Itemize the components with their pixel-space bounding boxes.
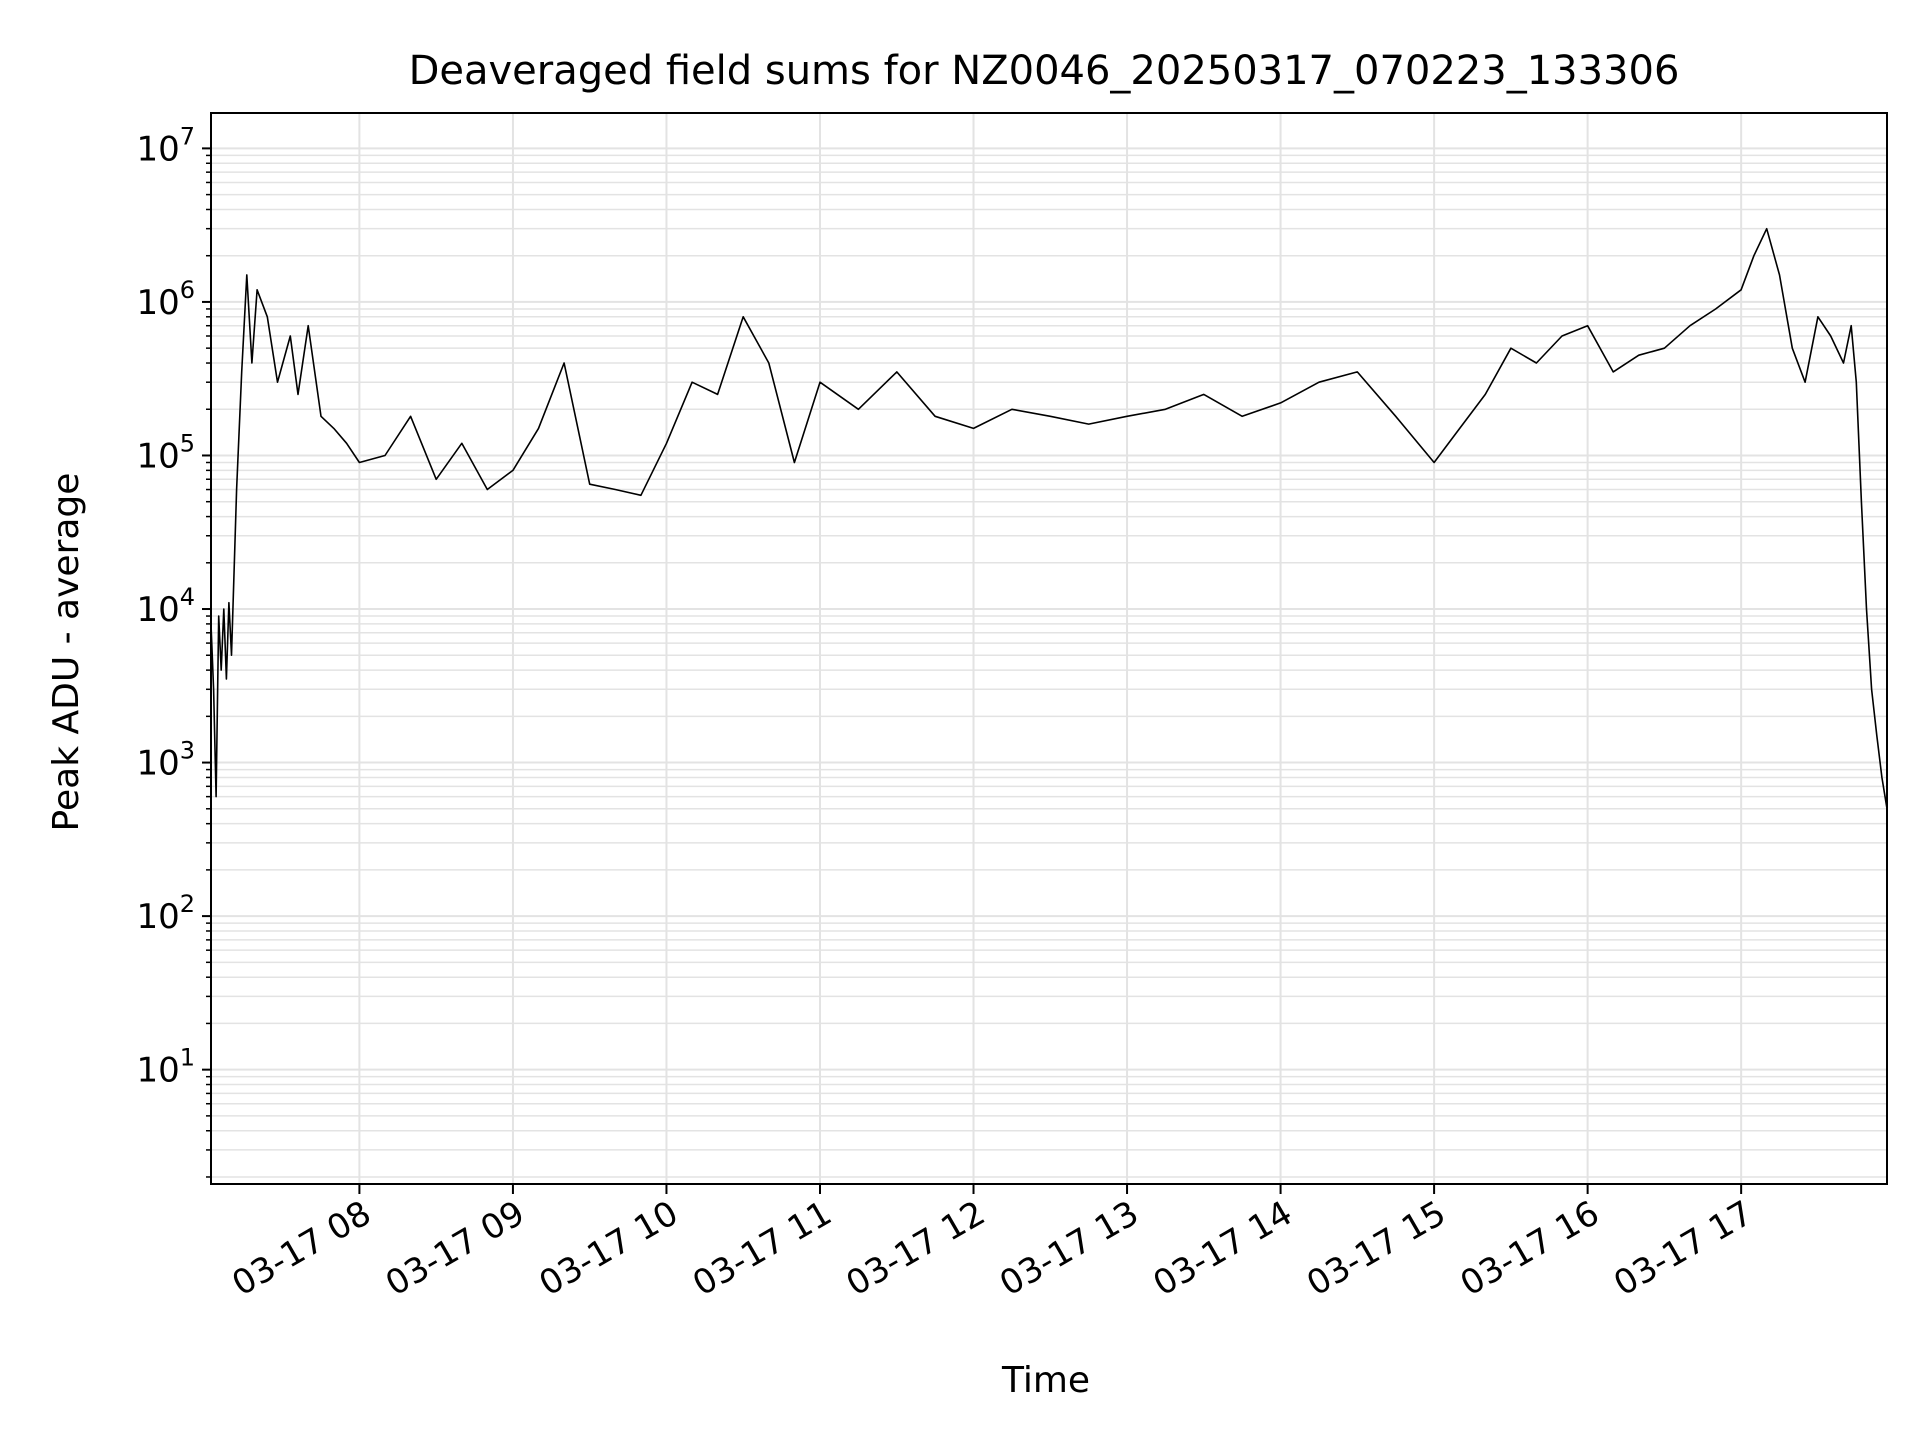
y-tick-label: 101 bbox=[136, 1044, 195, 1091]
chart-title: Deaveraged field sums for NZ0046_2025031… bbox=[409, 48, 1680, 94]
y-tick-label: 102 bbox=[136, 890, 195, 937]
plot-area bbox=[210, 227, 1888, 809]
plot-frame bbox=[210, 112, 1888, 1185]
x-axis-label: Time bbox=[1001, 1360, 1090, 1401]
y-tick-label: 105 bbox=[136, 429, 195, 476]
series-line bbox=[210, 227, 1888, 809]
y-tick-label: 103 bbox=[136, 737, 195, 784]
y-axis-label: Peak ADU - average bbox=[46, 473, 87, 832]
y-tick-label: 106 bbox=[136, 276, 195, 323]
y-tick-label: 104 bbox=[136, 583, 195, 630]
y-tick-label: 107 bbox=[136, 122, 195, 169]
grid bbox=[211, 113, 1887, 1184]
